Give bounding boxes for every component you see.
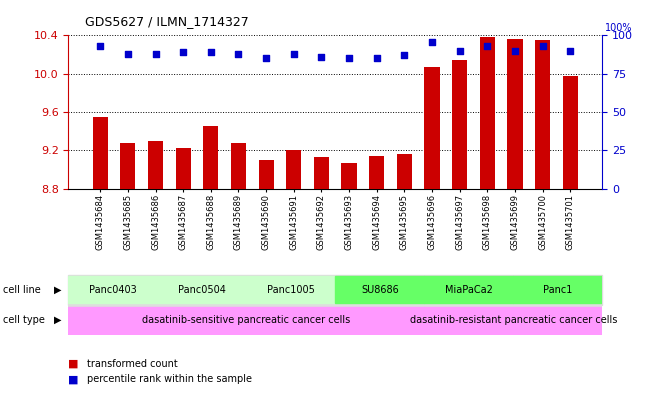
Bar <box>231 143 246 189</box>
Point <box>510 48 520 54</box>
Text: Panc0403: Panc0403 <box>89 285 137 295</box>
Text: ▶: ▶ <box>54 285 62 295</box>
Text: transformed count: transformed count <box>87 358 177 369</box>
Point <box>344 55 354 61</box>
Text: percentile rank within the sample: percentile rank within the sample <box>87 374 251 384</box>
Bar <box>286 151 301 189</box>
Bar <box>92 117 108 189</box>
Point <box>316 54 327 60</box>
Bar <box>68 276 158 303</box>
Point <box>399 52 409 59</box>
Text: ■: ■ <box>68 374 79 384</box>
Text: dasatinib-resistant pancreatic cancer cells: dasatinib-resistant pancreatic cancer ce… <box>409 315 617 325</box>
Point <box>233 51 243 57</box>
Bar <box>424 276 513 303</box>
Text: cell line: cell line <box>3 285 41 295</box>
Bar <box>480 37 495 189</box>
Text: ■: ■ <box>68 358 79 369</box>
Point <box>206 49 216 55</box>
Text: GDS5627 / ILMN_1714327: GDS5627 / ILMN_1714327 <box>85 15 249 28</box>
Bar <box>314 157 329 189</box>
Bar <box>68 307 424 334</box>
Point <box>122 51 133 57</box>
Bar <box>158 276 246 303</box>
Bar <box>369 156 384 189</box>
Bar <box>148 141 163 189</box>
Bar <box>562 75 578 189</box>
Point <box>178 49 188 55</box>
Text: dasatinib-sensitive pancreatic cancer cells: dasatinib-sensitive pancreatic cancer ce… <box>142 315 350 325</box>
Text: Panc1005: Panc1005 <box>267 285 314 295</box>
Point <box>372 55 382 61</box>
Text: Panc1: Panc1 <box>543 285 572 295</box>
Point <box>95 43 105 49</box>
Text: SU8686: SU8686 <box>361 285 398 295</box>
Point <box>288 51 299 57</box>
Bar <box>397 154 412 189</box>
Text: MiaPaCa2: MiaPaCa2 <box>445 285 493 295</box>
Text: Panc0504: Panc0504 <box>178 285 226 295</box>
Point <box>538 43 548 49</box>
Bar <box>424 307 602 334</box>
Bar <box>120 143 135 189</box>
Point <box>482 43 493 49</box>
Bar <box>342 163 357 189</box>
Text: ▶: ▶ <box>54 315 62 325</box>
Bar <box>335 276 424 303</box>
Point <box>427 39 437 45</box>
Bar <box>176 149 191 189</box>
Bar <box>258 160 273 189</box>
Text: 100%: 100% <box>605 22 633 33</box>
Bar <box>246 276 335 303</box>
Point <box>261 55 271 61</box>
Bar <box>513 276 602 303</box>
Bar <box>452 60 467 189</box>
Point <box>454 48 465 54</box>
Bar <box>203 127 219 189</box>
Bar <box>424 67 439 189</box>
Point <box>565 48 575 54</box>
Bar <box>507 39 523 189</box>
Text: cell type: cell type <box>3 315 45 325</box>
Bar <box>535 40 550 189</box>
Point <box>150 51 161 57</box>
